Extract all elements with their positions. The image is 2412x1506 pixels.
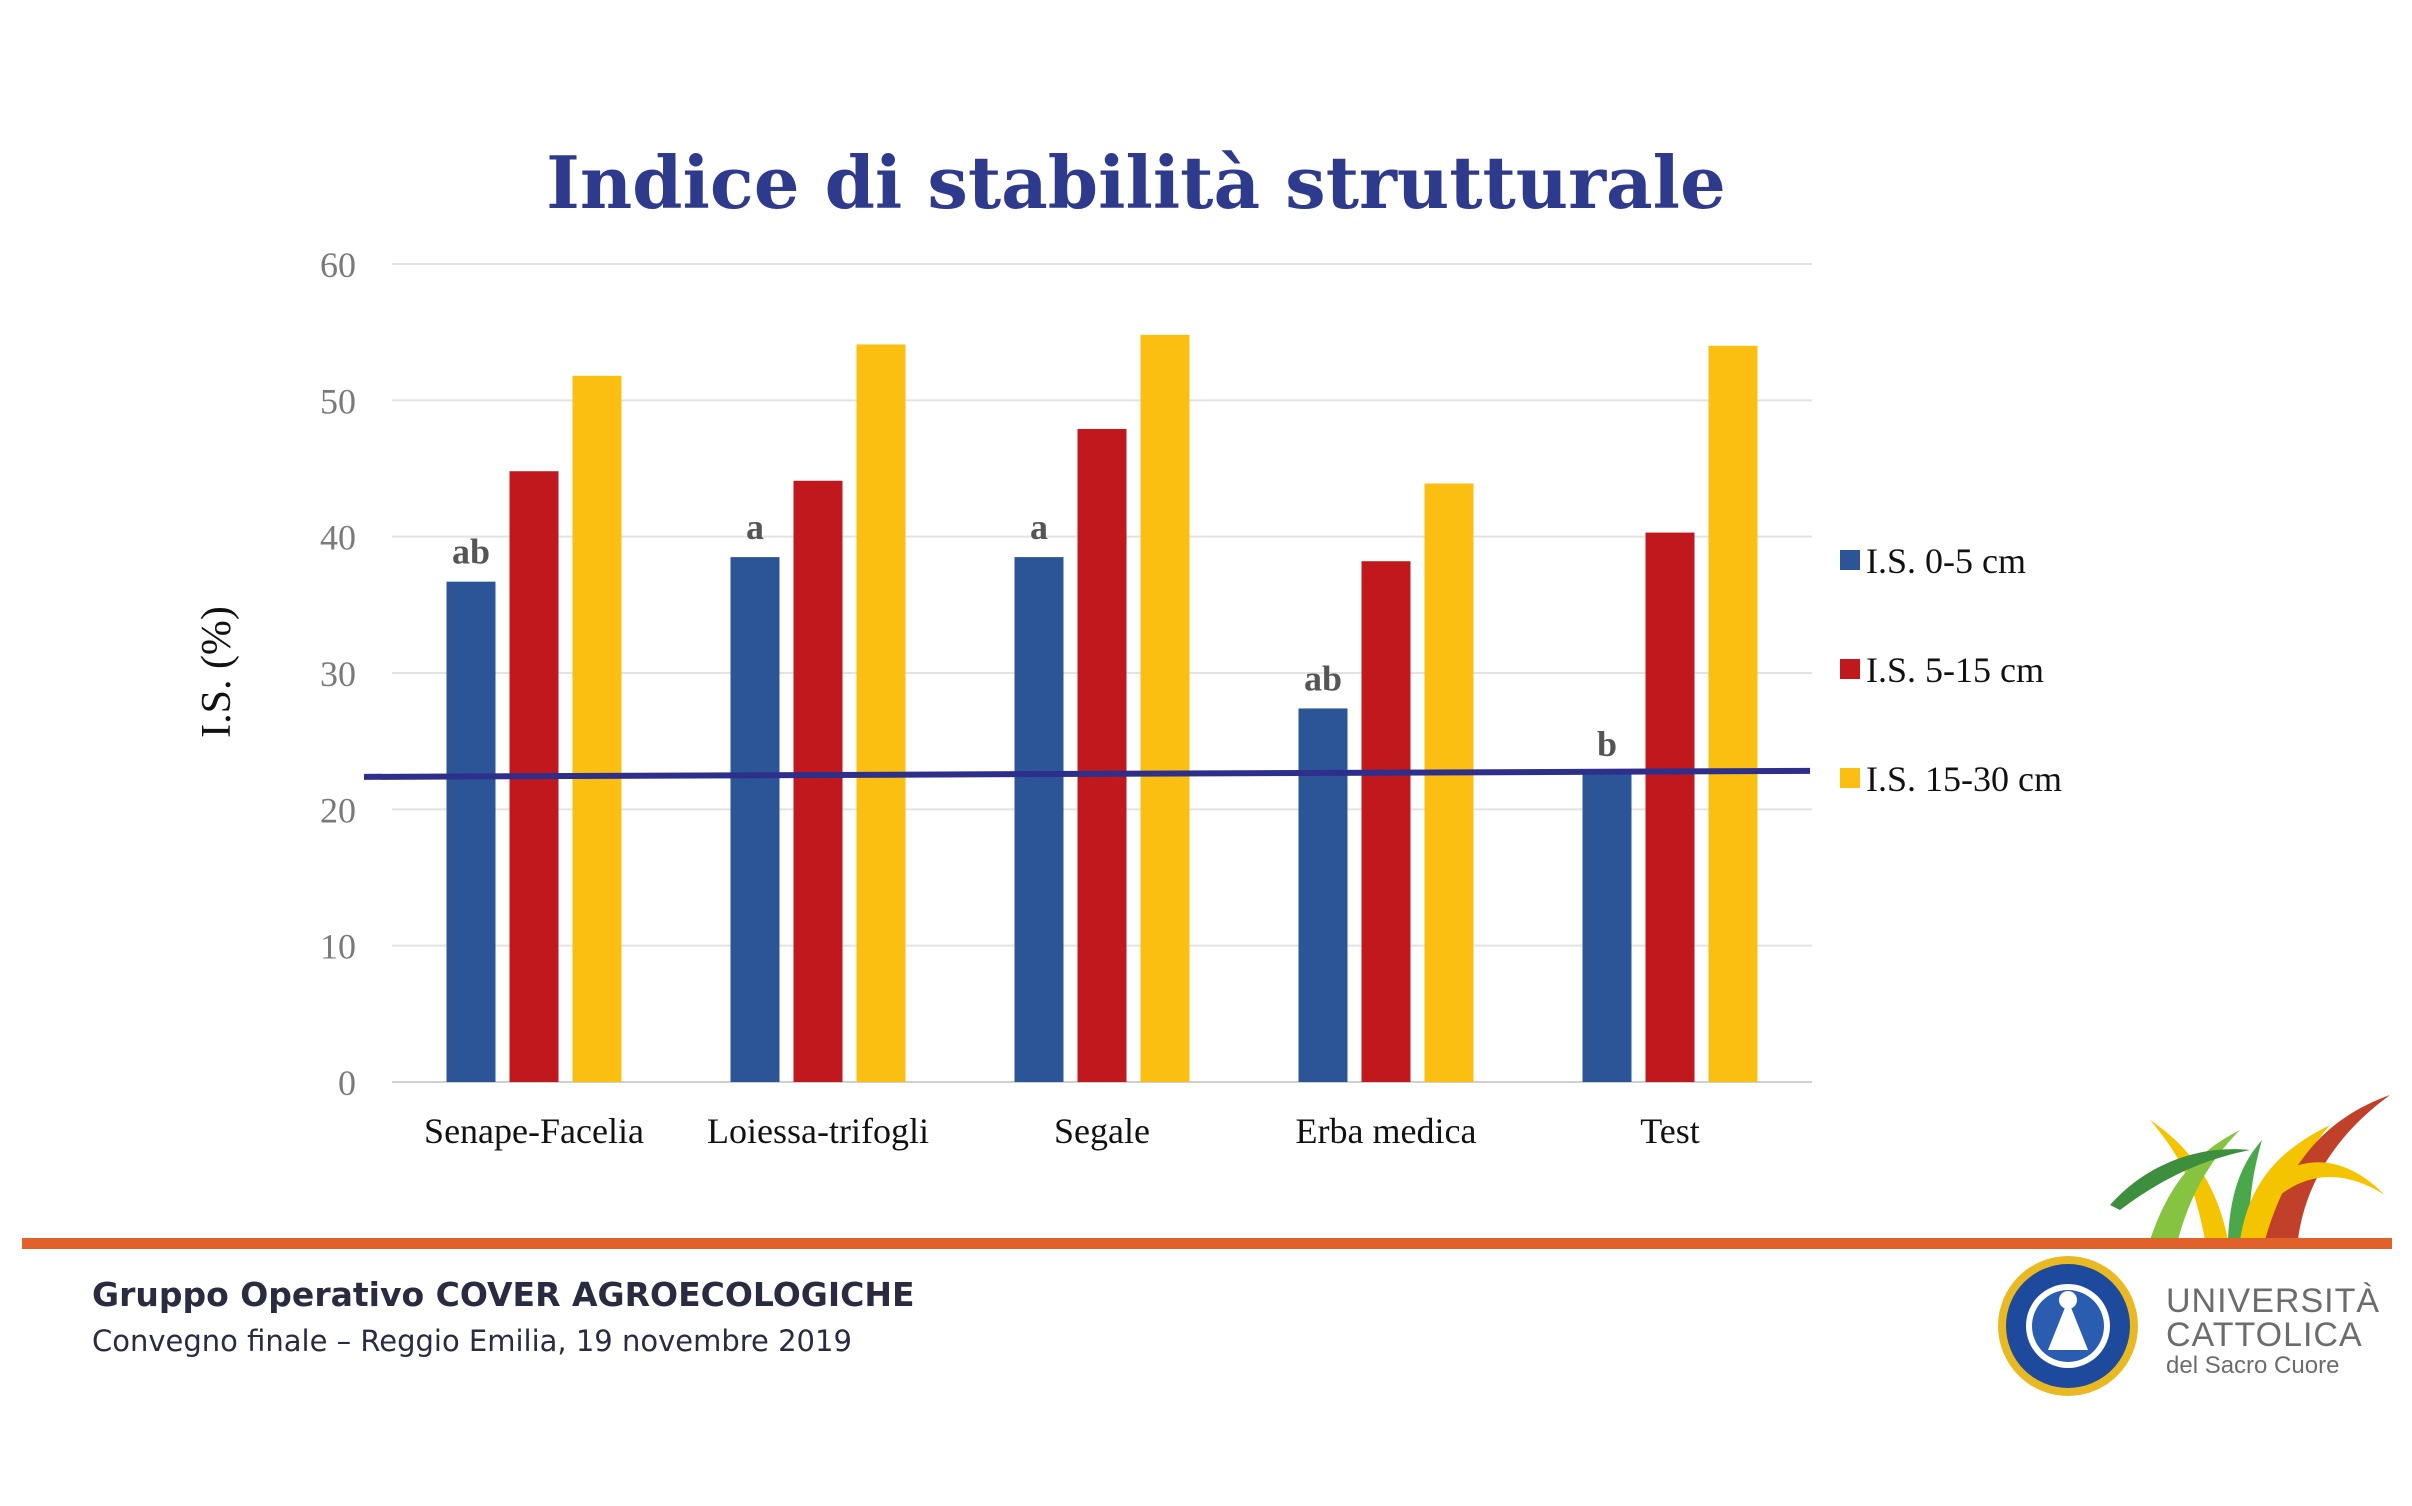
bar bbox=[1708, 345, 1758, 1082]
bar bbox=[1582, 773, 1632, 1082]
legend-label: I.S. 5-15 cm bbox=[1866, 650, 2044, 690]
x-tick-label: Loiessa-trifogli bbox=[707, 1111, 929, 1151]
chart-title: Indice di stabilità strutturale bbox=[546, 140, 1726, 225]
legend-swatch bbox=[1840, 768, 1860, 788]
legend-swatch bbox=[1840, 659, 1860, 679]
university-name: UNIVERSITÀ CATTOLICA del Sacro Cuore bbox=[2166, 1284, 2380, 1378]
university-line-1: UNIVERSITÀ bbox=[2166, 1282, 2381, 1320]
bar bbox=[572, 375, 622, 1082]
y-tick-label: 20 bbox=[320, 790, 356, 830]
footer-divider bbox=[22, 1238, 2392, 1249]
y-tick-label: 10 bbox=[320, 927, 356, 967]
bar bbox=[1077, 428, 1127, 1082]
bar bbox=[856, 344, 906, 1083]
bar bbox=[1424, 483, 1474, 1082]
significance-label: a bbox=[746, 507, 764, 547]
x-tick-label: Test bbox=[1640, 1111, 1699, 1151]
university-seal-icon bbox=[1998, 1256, 2138, 1396]
y-tick-label: 40 bbox=[320, 518, 356, 558]
x-tick-label: Senape-Facelia bbox=[424, 1111, 644, 1151]
university-line-2: CATTOLICA bbox=[2166, 1316, 2363, 1354]
bar bbox=[1645, 532, 1695, 1082]
significance-label: ab bbox=[1304, 658, 1342, 698]
bar bbox=[1014, 557, 1064, 1082]
x-tick-label: Segale bbox=[1054, 1111, 1150, 1151]
y-tick-label: 30 bbox=[320, 654, 356, 694]
reference-line bbox=[363, 767, 1811, 780]
y-tick-label: 50 bbox=[320, 381, 356, 421]
university-line-3: del Sacro Cuore bbox=[2166, 1352, 2340, 1379]
y-tick-label: 60 bbox=[320, 245, 356, 285]
footer-title: Gruppo Operativo COVER AGROECOLOGICHE bbox=[92, 1275, 915, 1314]
legend-swatch bbox=[1840, 550, 1860, 570]
bar bbox=[1140, 334, 1190, 1083]
y-axis-title: I.S. (%) bbox=[194, 606, 240, 738]
x-tick-label: Erba medica bbox=[1296, 1111, 1477, 1151]
grass-logo bbox=[2110, 1095, 2390, 1240]
bar bbox=[730, 557, 780, 1082]
y-tick-label: 0 bbox=[338, 1063, 356, 1103]
legend-label: I.S. 15-30 cm bbox=[1866, 759, 2062, 799]
footer-subtitle: Convegno finale – Reggio Emilia, 19 nove… bbox=[92, 1324, 852, 1358]
bar bbox=[1361, 561, 1411, 1082]
significance-label: b bbox=[1597, 724, 1617, 764]
legend-label: I.S. 0-5 cm bbox=[1866, 541, 2026, 581]
bar bbox=[793, 480, 843, 1082]
significance-label: ab bbox=[452, 532, 490, 572]
significance-label: a bbox=[1030, 507, 1048, 547]
bar bbox=[446, 581, 496, 1082]
bar bbox=[1298, 708, 1348, 1082]
